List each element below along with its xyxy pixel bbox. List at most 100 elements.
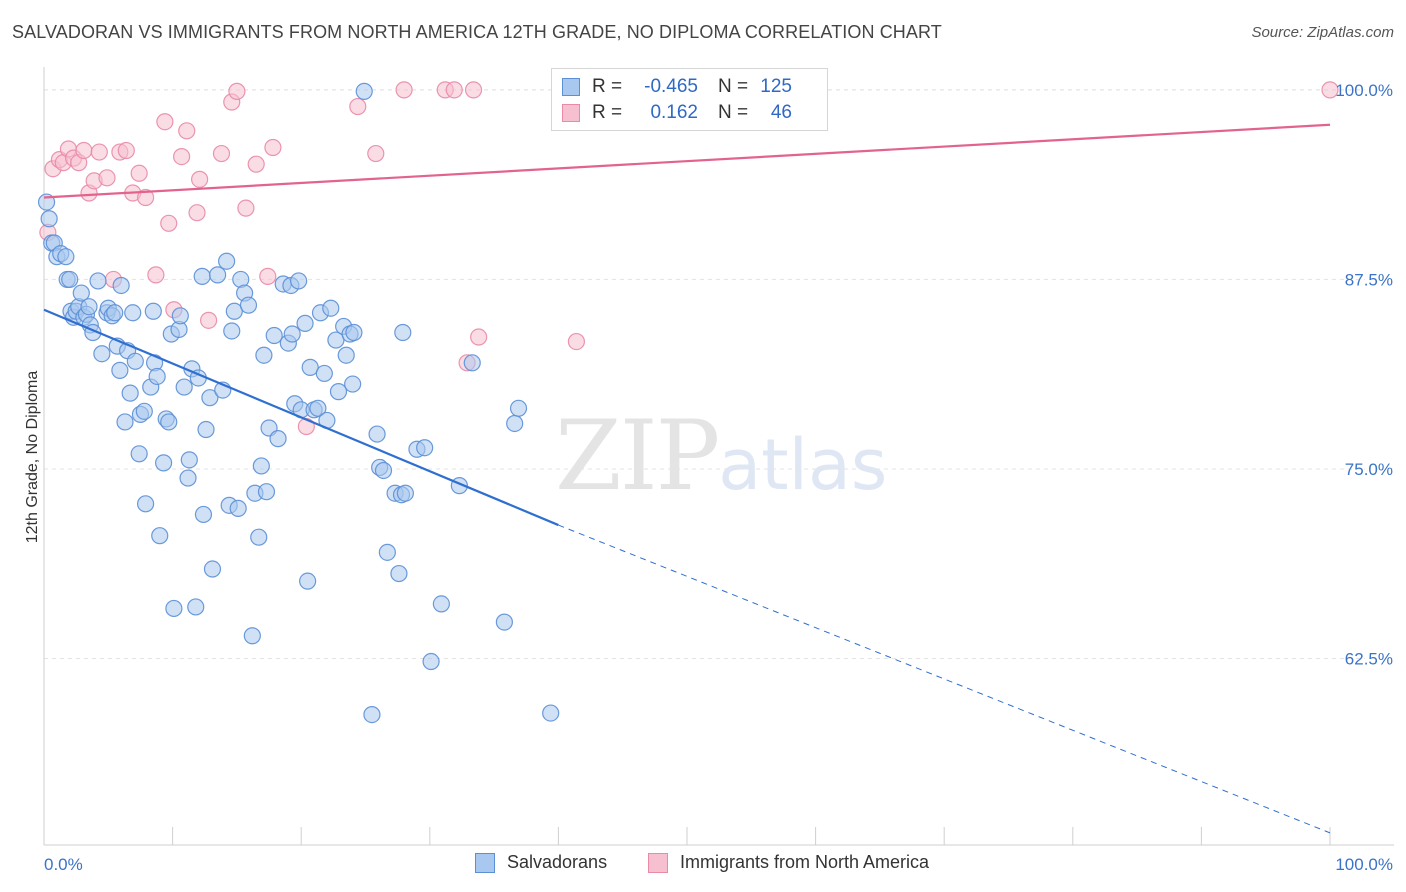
salvadorans-point (509, 399, 528, 417)
r-value: -0.465 (644, 76, 698, 97)
salvadorans-point (175, 378, 193, 396)
series-salvadorans-points (37, 82, 560, 724)
watermark: ZIPatlas (555, 400, 887, 512)
salvadorans-point (121, 384, 139, 402)
immigrants-point (470, 328, 488, 346)
immigrants-point (367, 144, 385, 163)
salvadorans-point (72, 284, 90, 302)
watermark-atlas: atlas (718, 424, 888, 506)
immigrants-point (567, 332, 586, 351)
salvadorans-point (345, 323, 363, 342)
axes (43, 67, 1394, 846)
salvadorans-point (422, 652, 440, 671)
immigrants-point (90, 143, 108, 161)
salvadorans-point (144, 302, 162, 320)
salvadorans-point (243, 627, 261, 645)
immigrants-point (259, 267, 277, 285)
immigrants-point (147, 266, 165, 284)
salvadorans-trend-line (43, 308, 559, 527)
chart-title: SALVADORAN VS IMMIGRANTS FROM NORTH AMER… (12, 22, 942, 42)
salvadorans-point (252, 457, 270, 475)
salvadorans-point (327, 331, 345, 349)
immigrants-point (130, 164, 148, 182)
salvadorans-point (542, 704, 560, 722)
salvadorans-point (116, 413, 134, 431)
immigrants-point (237, 199, 255, 217)
salvadorans-point (296, 314, 314, 332)
n-value: 125 (760, 76, 792, 97)
salvadorans-point (250, 528, 268, 546)
immigrants-legend-swatch (648, 852, 668, 873)
salvadorans-point (194, 505, 213, 524)
immigrants-swatch (562, 104, 580, 122)
series-immigrants-points (39, 81, 1339, 436)
salvadorans-point (179, 469, 197, 487)
salvadorans-point (301, 358, 319, 376)
salvadorans-point (255, 346, 273, 364)
immigrants-point (200, 311, 218, 329)
y-tick-label: 100.0% (1335, 81, 1393, 100)
legend-item-immigrants: Immigrants from North America (648, 852, 929, 873)
salvadorans-point (368, 425, 386, 443)
salvadorans-point (106, 304, 124, 322)
salvadorans-point (355, 82, 373, 100)
legend-label-salvadorans: Salvadorans (507, 852, 608, 872)
salvadorans-point (225, 302, 243, 320)
immigrants-point (173, 147, 191, 166)
salvadorans-point (229, 499, 247, 517)
salvadorans-point (111, 361, 129, 379)
salvadorans-point (160, 413, 178, 431)
legend-label-immigrants: Immigrants from North America (680, 852, 930, 872)
salvadorans-point (171, 307, 189, 325)
watermark-zip: ZIP (555, 400, 720, 512)
trend-lines (43, 123, 1331, 834)
salvadorans-point (136, 495, 155, 513)
salvadorans-point (378, 543, 396, 561)
immigrants-point (75, 141, 93, 160)
immigrants-point (464, 81, 483, 99)
salvadorans-point (193, 267, 211, 285)
legend-item-salvadorans: Salvadorans (475, 852, 607, 873)
y-tick-label: 87.5% (1345, 270, 1393, 289)
salvadorans-point (151, 527, 169, 545)
salvadorans-point (197, 420, 215, 439)
legend-row-salvadorans: R = -0.465 N = 125 (562, 74, 792, 100)
salvadorans-point (209, 266, 227, 284)
salvadorans-point (165, 599, 183, 618)
salvadorans-legend-swatch (475, 852, 495, 873)
correlation-legend: R = -0.465 N = 125 R = 0.162 N = 46 (551, 68, 828, 131)
salvadorans-point (506, 414, 524, 433)
salvadorans-point (201, 389, 219, 407)
salvadorans-point (396, 484, 414, 502)
salvadorans-point (495, 613, 513, 631)
salvadorans-point (257, 483, 276, 501)
salvadorans-point (329, 383, 348, 401)
salvadorans-point (89, 272, 107, 290)
x-tick-label: 100.0% (1335, 855, 1393, 874)
salvadorans-swatch (562, 78, 580, 96)
salvadorans-point (223, 322, 241, 340)
immigrants-point (156, 113, 174, 131)
salvadorans-point (57, 248, 75, 266)
immigrants-point (98, 169, 116, 187)
immigrants-point (212, 144, 231, 163)
n-label: N = (718, 76, 749, 97)
salvadorans-point (463, 354, 481, 372)
immigrants-point (247, 155, 265, 173)
salvadorans-point (112, 276, 130, 295)
salvadorans-point (154, 454, 173, 472)
source-credit: Source: ZipAtlas.com (1251, 24, 1394, 41)
y-axis-title: 12th Grade, No Diploma (24, 371, 41, 544)
immigrants-point (1321, 81, 1339, 99)
immigrants-point (191, 170, 209, 188)
salvadorans-point (390, 564, 408, 583)
n-label: N = (718, 102, 749, 123)
salvadorans-point (203, 560, 222, 578)
salvadorans-point (148, 367, 166, 386)
salvadorans-point (416, 439, 434, 457)
r-label: R = (592, 102, 623, 123)
immigrants-point (160, 214, 178, 232)
salvadorans-point (299, 572, 317, 590)
r-label: R = (592, 76, 623, 97)
